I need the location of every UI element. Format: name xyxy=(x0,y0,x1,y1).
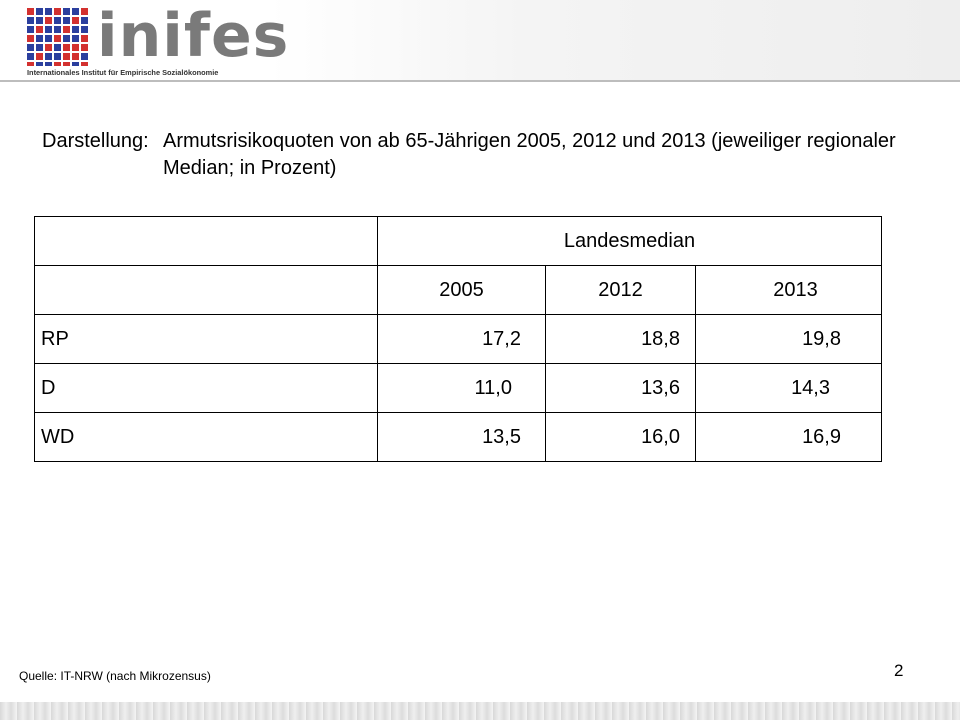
logo-square xyxy=(81,8,88,15)
logo-square xyxy=(63,35,70,42)
logo-square xyxy=(81,17,88,24)
logo-square xyxy=(63,26,70,33)
table-cell: 17,2 xyxy=(377,314,546,364)
logo-square xyxy=(72,53,79,60)
logo-square xyxy=(54,26,61,33)
empty-header-cell xyxy=(34,216,378,266)
logo-grid-icon xyxy=(27,8,88,66)
logo-square xyxy=(45,26,52,33)
logo-square xyxy=(36,8,43,15)
logo-square xyxy=(63,44,70,51)
table-row: RP 17,2 18,8 19,8 xyxy=(34,314,882,364)
logo-square xyxy=(63,8,70,15)
logo-square xyxy=(45,44,52,51)
year-header: 2013 xyxy=(695,265,882,315)
logo-square xyxy=(63,17,70,24)
logo-square xyxy=(72,44,79,51)
logo-square xyxy=(36,44,43,51)
logo-square xyxy=(72,17,79,24)
logo-square xyxy=(72,26,79,33)
logo-square xyxy=(36,17,43,24)
logo-square xyxy=(27,8,34,15)
footer-band xyxy=(0,702,960,720)
row-label: RP xyxy=(34,314,378,364)
logo-square xyxy=(45,8,52,15)
header-band xyxy=(0,0,960,82)
logo-square xyxy=(27,44,34,51)
table-header-row: Landesmedian xyxy=(34,216,882,266)
logo-square xyxy=(81,53,88,60)
logo-square xyxy=(27,35,34,42)
table-cell: 16,9 xyxy=(695,412,882,462)
logo-square xyxy=(63,62,70,66)
logo-square xyxy=(45,35,52,42)
logo-square xyxy=(27,17,34,24)
logo-square xyxy=(45,17,52,24)
table-row: D 11,0 13,6 14,3 xyxy=(34,363,882,413)
table-cell: 19,8 xyxy=(695,314,882,364)
logo-square xyxy=(81,26,88,33)
table-cell: 13,6 xyxy=(545,363,696,413)
logo-square xyxy=(45,62,52,66)
logo-square xyxy=(45,53,52,60)
logo-square xyxy=(72,8,79,15)
table-row: WD 13,5 16,0 16,9 xyxy=(34,412,882,462)
logo-square xyxy=(54,8,61,15)
logo-square xyxy=(36,26,43,33)
logo-square xyxy=(63,53,70,60)
empty-year-cell xyxy=(34,265,378,315)
logo-subtitle: Internationales Institut für Empirische … xyxy=(27,68,219,77)
logo-square xyxy=(72,35,79,42)
page-title: Armutsrisikoquoten von ab 65-Jährigen 20… xyxy=(163,130,896,179)
year-header: 2005 xyxy=(377,265,546,315)
logo-square xyxy=(81,35,88,42)
year-header: 2012 xyxy=(545,265,696,315)
logo-square xyxy=(27,26,34,33)
logo-square xyxy=(54,44,61,51)
logo-square xyxy=(81,62,88,66)
data-table: Landesmedian 2005 2012 2013 RP 17,2 18,8… xyxy=(34,216,882,462)
table-cell: 11,0 xyxy=(377,363,546,413)
logo-square xyxy=(54,17,61,24)
logo-square xyxy=(36,53,43,60)
logo-square xyxy=(54,35,61,42)
logo-square xyxy=(36,62,43,66)
page-number: 2 xyxy=(894,661,904,680)
source-note: Quelle: IT-NRW (nach Mikrozensus) xyxy=(19,669,211,683)
logo-square xyxy=(36,35,43,42)
header-divider xyxy=(0,80,960,82)
table-cell: 13,5 xyxy=(377,412,546,462)
logo-square xyxy=(54,53,61,60)
logo-square xyxy=(27,62,34,66)
logo-square xyxy=(81,44,88,51)
table-year-row: 2005 2012 2013 xyxy=(34,265,882,315)
table-cell: 18,8 xyxy=(545,314,696,364)
logo-square xyxy=(27,53,34,60)
logo-name: inifes xyxy=(97,1,290,71)
title-prefix: Darstellung: xyxy=(42,130,149,152)
row-label: D xyxy=(34,363,378,413)
table-cell: 14,3 xyxy=(695,363,882,413)
table-cell: 16,0 xyxy=(545,412,696,462)
logo-square xyxy=(54,62,61,66)
logo-square xyxy=(72,62,79,66)
row-label: WD xyxy=(34,412,378,462)
group-header-cell: Landesmedian xyxy=(377,216,882,266)
